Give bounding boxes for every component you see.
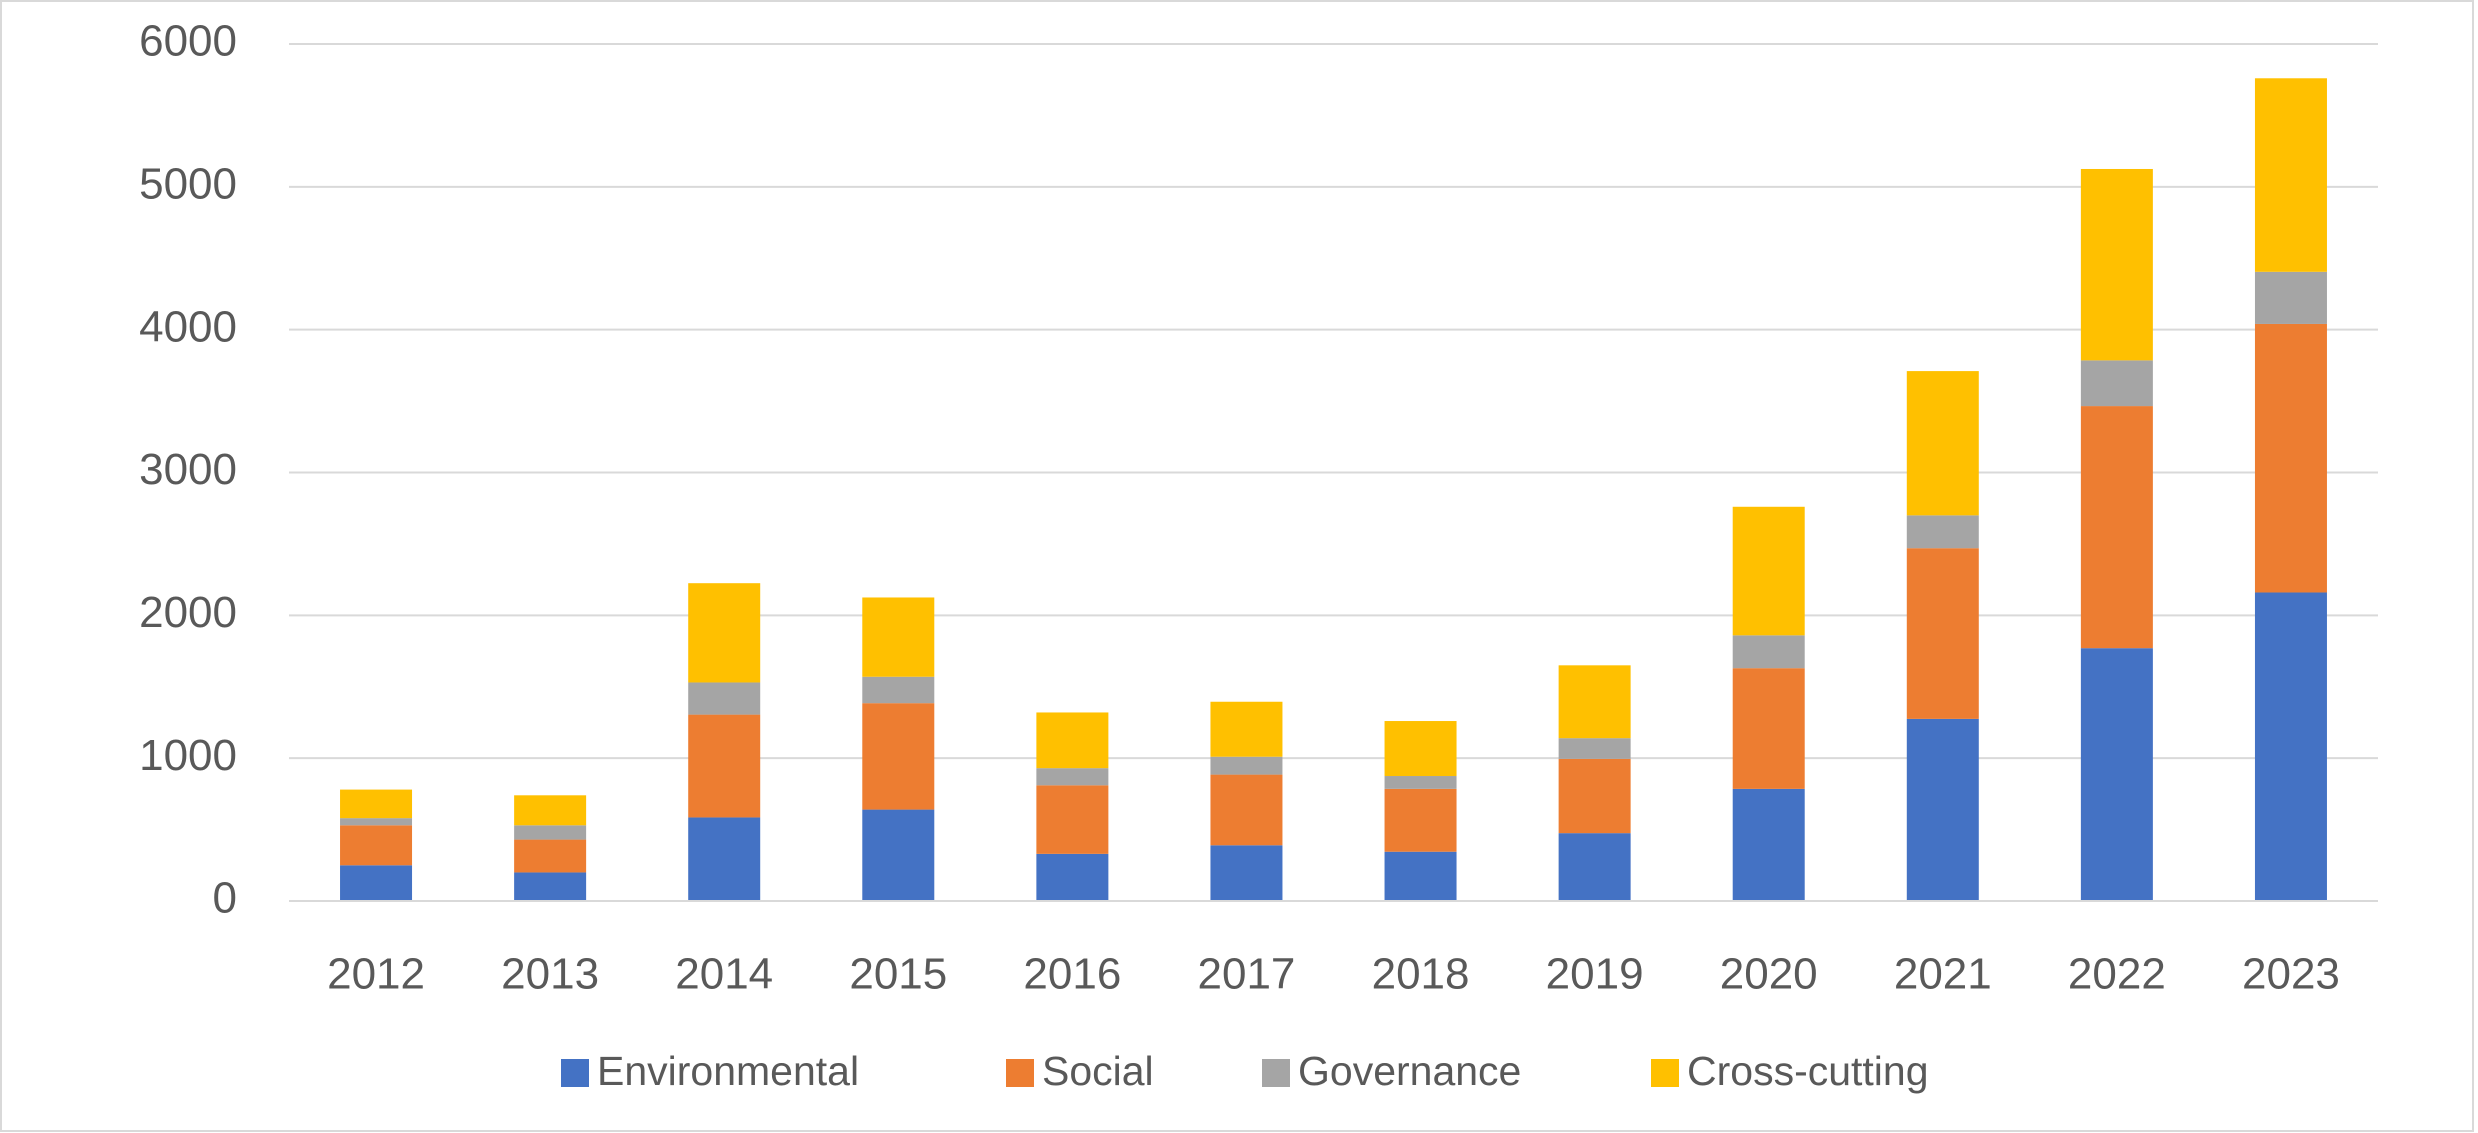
bar-segment bbox=[340, 865, 413, 901]
bar-segment bbox=[2080, 406, 2153, 649]
bar-segment bbox=[688, 682, 761, 715]
x-tick-label: 2015 bbox=[849, 950, 947, 999]
bar-segment bbox=[688, 583, 761, 683]
bar-segment bbox=[514, 825, 587, 840]
bar-segment bbox=[2254, 323, 2327, 593]
bar-segment bbox=[862, 703, 935, 810]
y-tick-label: 2000 bbox=[139, 588, 237, 637]
y-tick-label: 6000 bbox=[139, 17, 237, 66]
bar-segment bbox=[340, 825, 413, 866]
bar-segment bbox=[1210, 756, 1283, 775]
bar-segment bbox=[1732, 668, 1805, 789]
x-tick-label: 2013 bbox=[501, 950, 599, 999]
legend-label: Social bbox=[1042, 1048, 1154, 1094]
bar-segment bbox=[862, 676, 935, 704]
bar-segment bbox=[514, 795, 587, 826]
bar-segment bbox=[2080, 360, 2153, 407]
bar-segment bbox=[340, 818, 413, 826]
bar-segment bbox=[1036, 768, 1109, 786]
bar-segment bbox=[340, 789, 413, 819]
bar-segment bbox=[1384, 851, 1457, 901]
bar-segment bbox=[514, 839, 587, 873]
bar-segment bbox=[1732, 788, 1805, 901]
legend-swatch bbox=[561, 1059, 589, 1087]
bar-segment bbox=[1384, 721, 1457, 777]
bar-segment bbox=[1210, 845, 1283, 901]
bar-segment bbox=[1036, 712, 1109, 769]
legend-swatch bbox=[1006, 1059, 1034, 1087]
bar-segment bbox=[2080, 648, 2153, 901]
bar-segment bbox=[1732, 506, 1805, 636]
bar-segment bbox=[1906, 371, 1979, 516]
x-tick-label: 2020 bbox=[1720, 950, 1818, 999]
y-tick-label: 5000 bbox=[139, 159, 237, 208]
bar-segment bbox=[2080, 168, 2153, 361]
x-tick-label: 2012 bbox=[327, 950, 425, 999]
bar-segment bbox=[1906, 515, 1979, 549]
bar-segment bbox=[2254, 78, 2327, 272]
bar-segment bbox=[1906, 548, 1979, 719]
bar-segment bbox=[1558, 738, 1631, 759]
legend-label: Environmental bbox=[597, 1048, 859, 1094]
bar-segment bbox=[688, 714, 761, 818]
legend-label: Governance bbox=[1298, 1048, 1521, 1094]
x-tick-label: 2019 bbox=[1546, 950, 1644, 999]
bar-segment bbox=[862, 597, 935, 677]
y-tick-label: 1000 bbox=[139, 731, 237, 780]
bar-segment bbox=[688, 817, 761, 901]
legend-swatch bbox=[1651, 1059, 1679, 1087]
bar-segment bbox=[1558, 665, 1631, 739]
bar-segment bbox=[1210, 774, 1283, 846]
bar-segment bbox=[1384, 776, 1457, 789]
x-tick-label: 2021 bbox=[1894, 950, 1992, 999]
x-tick-label: 2017 bbox=[1198, 950, 1296, 999]
y-tick-label: 0 bbox=[213, 874, 237, 923]
bar-segment bbox=[1036, 853, 1109, 901]
bar-segment bbox=[1210, 701, 1283, 757]
bar-segment bbox=[2254, 592, 2327, 901]
x-tick-label: 2022 bbox=[2068, 950, 2166, 999]
y-tick-label: 3000 bbox=[139, 445, 237, 494]
bar-segment bbox=[514, 872, 587, 901]
x-tick-label: 2014 bbox=[675, 950, 773, 999]
y-tick-label: 4000 bbox=[139, 302, 237, 351]
bar-segment bbox=[1036, 785, 1109, 854]
bar-segment bbox=[2254, 271, 2327, 324]
legend-swatch bbox=[1262, 1059, 1290, 1087]
bar-segment bbox=[1558, 833, 1631, 901]
x-tick-label: 2023 bbox=[2242, 950, 2340, 999]
bar-segment bbox=[862, 809, 935, 901]
x-tick-label: 2018 bbox=[1372, 950, 1470, 999]
legend-label: Cross-cutting bbox=[1687, 1048, 1929, 1094]
bar-segment bbox=[1732, 635, 1805, 669]
bar-segment bbox=[1906, 718, 1979, 901]
bar-segment bbox=[1558, 758, 1631, 834]
x-tick-label: 2016 bbox=[1023, 950, 1121, 999]
bar-segment bbox=[1384, 788, 1457, 852]
